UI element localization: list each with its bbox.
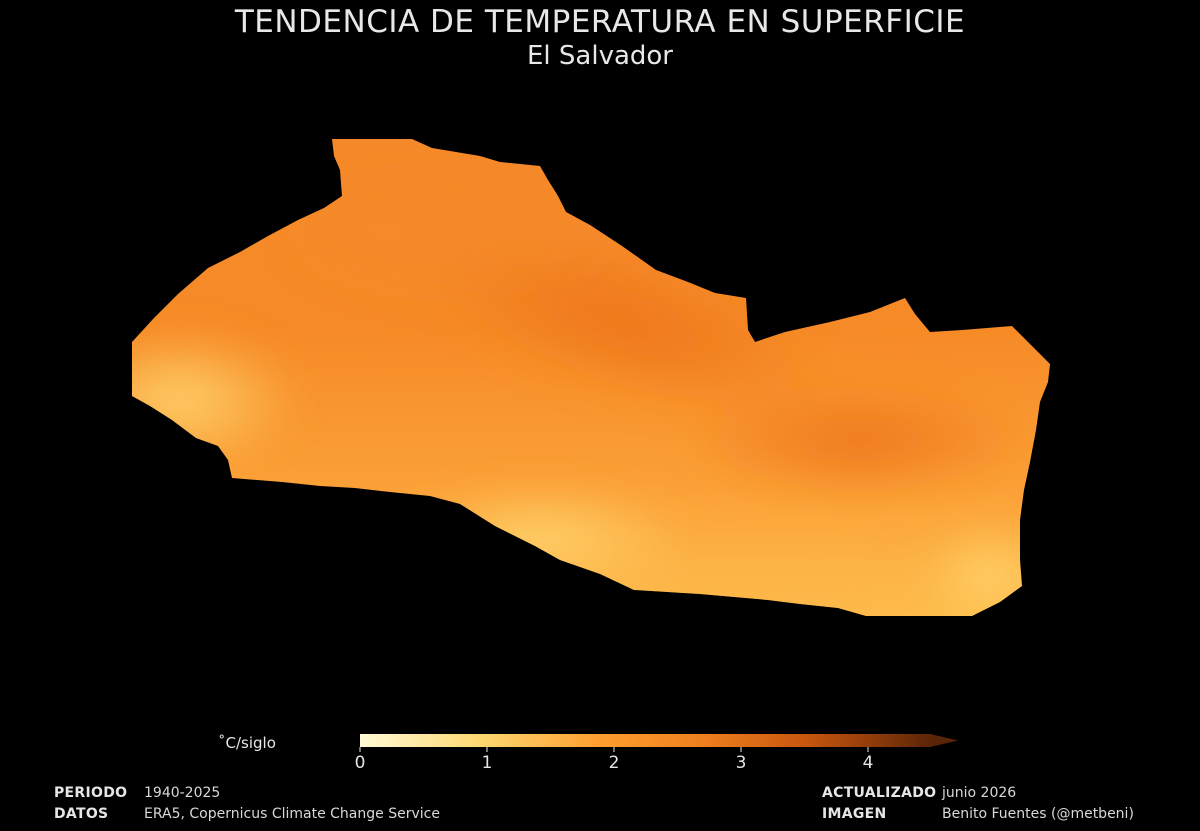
periodo-label: PERIODO <box>54 785 128 801</box>
colorbar-extend-arrow <box>930 734 958 747</box>
page-title: TENDENCIA DE TEMPERATURA EN SUPERFICIE <box>234 4 966 40</box>
colorbar-unit-label: ˚C/siglo <box>218 734 276 752</box>
colorbar-tick-0: 0 <box>354 753 366 773</box>
colorbar-tick-3: 3 <box>735 753 747 773</box>
colorbar-tick-4: 4 <box>862 753 874 773</box>
page-subtitle: El Salvador <box>527 41 673 71</box>
actualizado-label: ACTUALIZADO <box>822 785 937 801</box>
datos-value: ERA5, Copernicus Climate Change Service <box>144 806 440 822</box>
actualizado-value: junio 2026 <box>942 785 1017 801</box>
periodo-value: 1940-2025 <box>144 785 221 801</box>
colorbar-bar <box>360 734 932 747</box>
trend-map <box>132 139 1050 616</box>
datos-label: DATOS <box>54 806 109 822</box>
imagen-label: IMAGEN <box>822 806 887 822</box>
imagen-value: Benito Fuentes (@metbeni) <box>942 806 1134 822</box>
colorbar-tick-1: 1 <box>481 753 493 773</box>
colorbar-tick-marks <box>359 747 869 752</box>
colorbar-tick-2: 2 <box>608 753 620 773</box>
